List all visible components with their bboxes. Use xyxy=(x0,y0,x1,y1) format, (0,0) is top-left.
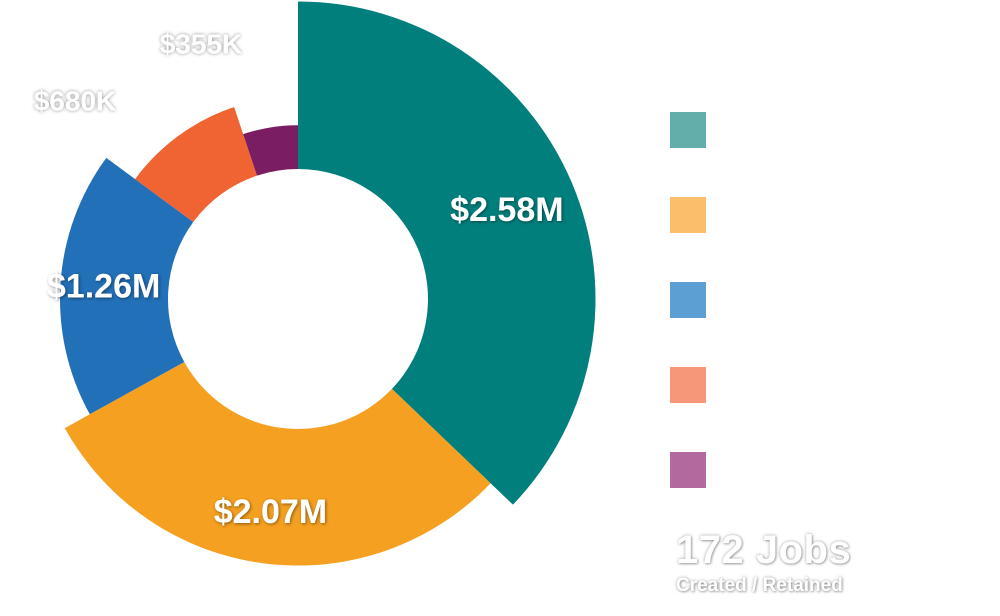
legend-swatch-2 xyxy=(670,197,706,233)
legend-swatch-3 xyxy=(670,282,706,318)
slice-label-2: $2.07M xyxy=(214,493,327,531)
slice-label-5: $355K xyxy=(160,29,243,60)
jobs-count: 172 Jobs xyxy=(676,528,852,572)
slice-label-4: $680K xyxy=(34,86,117,117)
slice-2 xyxy=(64,361,491,566)
slice-label-1: $2.58M xyxy=(450,191,563,229)
slice-5 xyxy=(243,125,298,176)
jobs-caption: Created / Retained xyxy=(676,575,843,596)
legend-swatch-5 xyxy=(670,452,706,488)
slice-1 xyxy=(298,1,596,505)
slice-4 xyxy=(135,107,257,222)
slice-3 xyxy=(59,157,194,415)
legend-swatch-4 xyxy=(670,367,706,403)
legend-swatch-1 xyxy=(670,112,706,148)
slice-label-3: $1.26M xyxy=(47,267,160,305)
